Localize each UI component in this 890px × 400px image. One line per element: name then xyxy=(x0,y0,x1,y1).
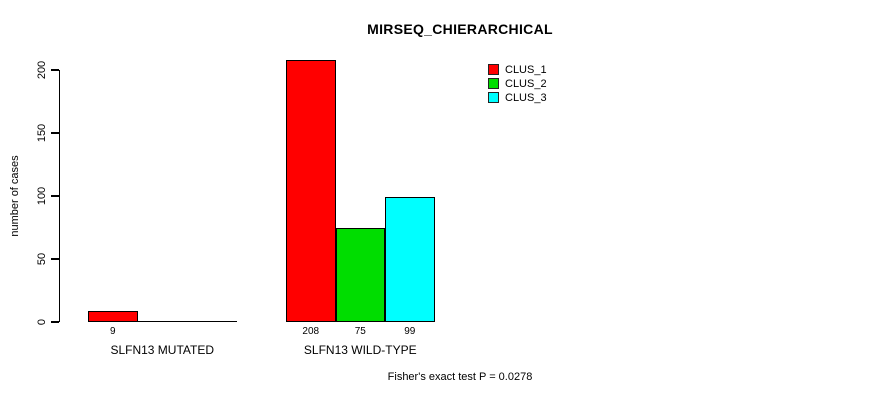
bar-zero-height xyxy=(187,320,237,322)
legend-swatch xyxy=(488,78,499,89)
y-tick xyxy=(50,258,59,260)
bar xyxy=(335,227,385,322)
bar-value-label: 9 xyxy=(109,326,116,337)
legend-label: CLUS_3 xyxy=(505,92,547,104)
x-group-label: SLFN13 MUTATED xyxy=(110,343,215,357)
y-tick xyxy=(50,195,59,197)
legend-swatch xyxy=(488,64,499,75)
y-tick xyxy=(50,321,59,323)
bar xyxy=(286,59,336,322)
x-group-label: SLFN13 WILD-TYPE xyxy=(303,343,417,357)
bar-zero-height xyxy=(137,320,187,322)
y-tick xyxy=(50,69,59,71)
legend-label: CLUS_1 xyxy=(505,64,547,76)
bar xyxy=(385,197,435,322)
bar xyxy=(88,310,138,322)
footer-stat-text: Fisher's exact test P = 0.0278 xyxy=(387,371,533,383)
bar-value-label: 99 xyxy=(404,326,416,337)
legend-swatch xyxy=(488,92,499,103)
legend-label: CLUS_2 xyxy=(505,78,547,90)
chart-title: MIRSEQ_CHIERARCHICAL xyxy=(367,21,553,37)
bar-value-label: 208 xyxy=(302,326,320,337)
y-tick xyxy=(50,132,59,134)
y-axis-line xyxy=(58,70,60,322)
bar-value-label: 75 xyxy=(354,326,366,337)
